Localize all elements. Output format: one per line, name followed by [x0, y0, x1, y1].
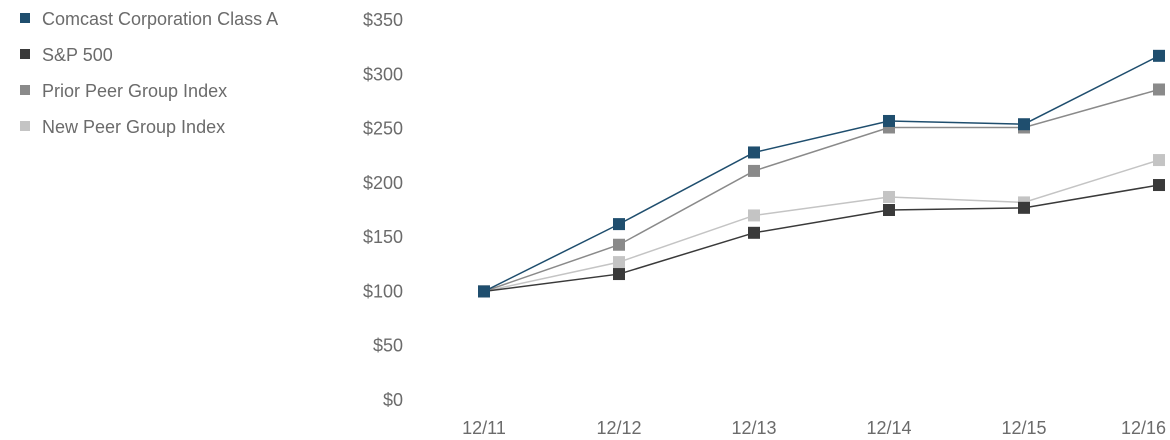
data-point-sp500: [883, 204, 895, 216]
series-points: [478, 49, 1165, 298]
x-tick-label: 12/15: [1001, 418, 1046, 438]
data-point-sp500: [748, 226, 760, 239]
data-point-comcast: [1153, 49, 1165, 62]
x-tick-label: 12/16: [1121, 418, 1166, 438]
y-tick-label: $250: [363, 119, 403, 139]
data-point-sp500: [613, 268, 625, 281]
legend-item-comcast: Comcast Corporation Class A: [20, 8, 300, 30]
legend-swatch-new-peer: [20, 121, 30, 131]
legend-label-prior-peer: Prior Peer Group Index: [42, 81, 228, 101]
data-point-sp500: [1018, 201, 1030, 214]
data-point-prior-peer: [748, 164, 760, 177]
data-point-new-peer: [883, 190, 895, 203]
data-point-comcast: [478, 285, 490, 298]
legend-item-prior-peer: Prior Peer Group Index: [20, 80, 300, 102]
y-axis-tick-labels: $0 $50 $100 $150 $200 $250 $300 $350: [363, 10, 403, 410]
legend-label-new-peer: New Peer Group Index: [42, 117, 226, 137]
series-line-new-peer: [483, 159, 1160, 293]
legend-item-new-peer: New Peer Group Index: [20, 116, 300, 138]
y-tick-label: $200: [363, 173, 403, 193]
legend-label-sp500: S&P 500: [42, 45, 113, 65]
series-lines: [483, 55, 1160, 293]
series-line-sp500: [483, 184, 1160, 293]
x-tick-label: 12/14: [866, 418, 911, 438]
x-tick-label: 12/13: [731, 418, 776, 438]
y-tick-label: $350: [363, 10, 403, 30]
y-tick-label: $300: [363, 64, 403, 84]
data-point-new-peer: [748, 209, 760, 222]
y-tick-label: $0: [383, 390, 403, 410]
y-tick-label: $150: [363, 227, 403, 247]
legend-label-comcast: Comcast Corporation Class A: [42, 9, 279, 29]
data-point-new-peer: [613, 256, 625, 269]
data-point-comcast: [883, 114, 895, 127]
data-point-comcast: [613, 218, 625, 231]
y-tick-label: $100: [363, 281, 403, 301]
legend-swatch-comcast: [20, 13, 30, 23]
legend-item-sp500: S&P 500: [20, 44, 300, 66]
x-tick-label: 12/11: [462, 418, 506, 438]
data-point-comcast: [1018, 118, 1030, 131]
legend-swatch-prior-peer: [20, 85, 30, 95]
y-tick-label: $50: [373, 336, 403, 356]
x-tick-label: 12/12: [596, 418, 641, 438]
data-point-new-peer: [1153, 154, 1165, 167]
series-line-comcast: [483, 55, 1160, 293]
chart-legend: Comcast Corporation Class A S&P 500 Prio…: [20, 8, 300, 152]
data-point-comcast: [748, 146, 760, 159]
data-point-sp500: [1153, 179, 1165, 192]
data-point-prior-peer: [613, 238, 625, 251]
legend-swatch-sp500: [20, 49, 30, 59]
data-point-prior-peer: [1153, 83, 1165, 96]
x-axis-tick-labels: 12/11 12/12 12/13 12/14 12/15 12/16: [462, 418, 1166, 438]
series-line-prior-peer: [483, 88, 1160, 293]
